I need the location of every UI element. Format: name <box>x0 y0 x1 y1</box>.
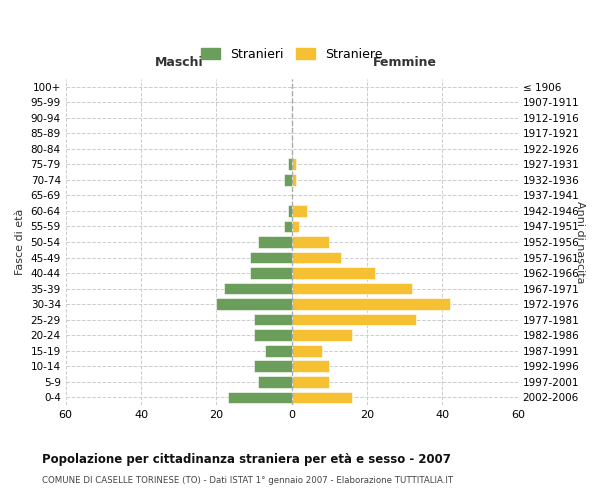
Text: Maschi: Maschi <box>154 56 203 70</box>
Bar <box>224 283 292 294</box>
Bar <box>292 205 307 216</box>
Bar <box>292 376 329 388</box>
Bar <box>292 174 296 186</box>
Bar <box>254 330 292 341</box>
Y-axis label: Anni di nascita: Anni di nascita <box>575 200 585 283</box>
Bar <box>292 252 341 264</box>
Bar <box>292 220 299 232</box>
Bar <box>292 267 374 279</box>
Bar <box>292 330 352 341</box>
Bar <box>288 205 292 216</box>
Bar <box>292 158 296 170</box>
Bar <box>292 360 329 372</box>
Bar <box>292 236 329 248</box>
Bar <box>288 158 292 170</box>
Bar <box>258 236 292 248</box>
Text: Femmine: Femmine <box>373 56 437 70</box>
Bar <box>284 220 292 232</box>
Bar <box>292 345 322 356</box>
Bar <box>254 360 292 372</box>
Text: Popolazione per cittadinanza straniera per età e sesso - 2007: Popolazione per cittadinanza straniera p… <box>42 452 451 466</box>
Legend: Stranieri, Straniere: Stranieri, Straniere <box>196 42 387 66</box>
Bar <box>284 174 292 186</box>
Bar <box>265 345 292 356</box>
Bar <box>292 283 412 294</box>
Bar <box>227 392 292 403</box>
Bar <box>250 252 292 264</box>
Bar <box>258 376 292 388</box>
Bar <box>292 314 416 326</box>
Y-axis label: Fasce di età: Fasce di età <box>15 209 25 275</box>
Text: COMUNE DI CASELLE TORINESE (TO) - Dati ISTAT 1° gennaio 2007 - Elaborazione TUTT: COMUNE DI CASELLE TORINESE (TO) - Dati I… <box>42 476 453 485</box>
Bar <box>250 267 292 279</box>
Bar <box>292 298 450 310</box>
Bar <box>254 314 292 326</box>
Bar <box>217 298 292 310</box>
Bar <box>292 392 352 403</box>
